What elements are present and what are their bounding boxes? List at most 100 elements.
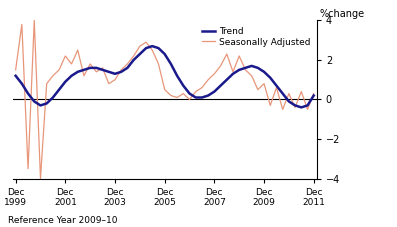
Seasonally Adjusted bbox=[32, 19, 37, 22]
Trend bbox=[268, 76, 273, 79]
Trend bbox=[125, 67, 130, 69]
Seasonally Adjusted bbox=[262, 82, 266, 85]
Trend bbox=[32, 100, 37, 103]
Trend bbox=[249, 64, 254, 67]
Seasonally Adjusted bbox=[305, 108, 310, 111]
Seasonally Adjusted bbox=[119, 69, 123, 71]
Trend bbox=[26, 92, 31, 95]
Seasonally Adjusted bbox=[88, 63, 93, 65]
Seasonally Adjusted bbox=[231, 70, 235, 73]
Seasonally Adjusted bbox=[137, 45, 142, 47]
Seasonally Adjusted bbox=[187, 98, 192, 101]
Trend bbox=[231, 72, 235, 75]
Seasonally Adjusted bbox=[268, 104, 273, 107]
Trend bbox=[299, 106, 304, 109]
Trend bbox=[131, 59, 136, 61]
Seasonally Adjusted bbox=[224, 53, 229, 55]
Trend bbox=[187, 92, 192, 95]
Seasonally Adjusted bbox=[156, 63, 161, 65]
Seasonally Adjusted bbox=[206, 78, 210, 81]
Seasonally Adjusted bbox=[44, 82, 49, 85]
Seasonally Adjusted bbox=[243, 69, 248, 71]
Trend bbox=[243, 67, 248, 69]
Seasonally Adjusted bbox=[131, 55, 136, 57]
Trend bbox=[255, 67, 260, 69]
Seasonally Adjusted bbox=[94, 70, 99, 73]
Seasonally Adjusted bbox=[181, 92, 186, 95]
Seasonally Adjusted bbox=[63, 55, 68, 57]
Seasonally Adjusted bbox=[13, 69, 18, 71]
Seasonally Adjusted bbox=[274, 86, 279, 89]
Seasonally Adjusted bbox=[200, 86, 204, 89]
Trend bbox=[57, 88, 62, 91]
Trend bbox=[293, 104, 297, 107]
Seasonally Adjusted bbox=[38, 177, 43, 180]
Line: Trend: Trend bbox=[15, 46, 314, 107]
Trend bbox=[44, 102, 49, 105]
Seasonally Adjusted bbox=[175, 96, 179, 99]
Seasonally Adjusted bbox=[311, 92, 316, 95]
Line: Seasonally Adjusted: Seasonally Adjusted bbox=[15, 20, 314, 178]
Seasonally Adjusted bbox=[100, 67, 105, 69]
Trend bbox=[137, 53, 142, 55]
Trend bbox=[305, 104, 310, 107]
Trend bbox=[38, 104, 43, 107]
Trend bbox=[150, 45, 155, 47]
Seasonally Adjusted bbox=[144, 41, 148, 44]
Seasonally Adjusted bbox=[212, 72, 217, 75]
Seasonally Adjusted bbox=[113, 78, 118, 81]
Trend bbox=[50, 96, 55, 99]
Trend bbox=[237, 69, 242, 71]
Trend bbox=[175, 74, 179, 77]
Trend bbox=[19, 82, 24, 85]
Trend bbox=[69, 74, 74, 77]
Seasonally Adjusted bbox=[150, 49, 155, 52]
Seasonally Adjusted bbox=[125, 63, 130, 65]
Trend bbox=[119, 70, 123, 73]
Seasonally Adjusted bbox=[75, 49, 80, 52]
Text: %change: %change bbox=[320, 9, 365, 19]
Text: Reference Year 2009–10: Reference Year 2009–10 bbox=[8, 216, 118, 225]
Trend bbox=[206, 94, 210, 97]
Trend bbox=[168, 63, 173, 65]
Trend bbox=[193, 96, 198, 99]
Trend bbox=[13, 74, 18, 77]
Trend bbox=[212, 90, 217, 93]
Seasonally Adjusted bbox=[57, 69, 62, 71]
Seasonally Adjusted bbox=[218, 64, 223, 67]
Trend bbox=[63, 80, 68, 83]
Trend bbox=[262, 70, 266, 73]
Seasonally Adjusted bbox=[69, 63, 74, 65]
Trend bbox=[287, 100, 291, 103]
Trend bbox=[224, 78, 229, 81]
Seasonally Adjusted bbox=[249, 74, 254, 77]
Seasonally Adjusted bbox=[19, 23, 24, 26]
Trend bbox=[181, 84, 186, 87]
Trend bbox=[75, 70, 80, 73]
Seasonally Adjusted bbox=[193, 90, 198, 93]
Seasonally Adjusted bbox=[293, 106, 297, 109]
Seasonally Adjusted bbox=[299, 90, 304, 93]
Trend bbox=[156, 47, 161, 49]
Seasonally Adjusted bbox=[280, 108, 285, 111]
Seasonally Adjusted bbox=[255, 88, 260, 91]
Trend bbox=[144, 47, 148, 49]
Seasonally Adjusted bbox=[106, 82, 111, 85]
Trend bbox=[88, 67, 93, 69]
Seasonally Adjusted bbox=[237, 55, 242, 57]
Seasonally Adjusted bbox=[287, 92, 291, 95]
Trend bbox=[218, 84, 223, 87]
Trend bbox=[100, 69, 105, 71]
Trend bbox=[81, 69, 86, 71]
Trend bbox=[162, 53, 167, 55]
Trend bbox=[113, 72, 118, 75]
Seasonally Adjusted bbox=[26, 167, 31, 170]
Trend bbox=[311, 94, 316, 97]
Trend bbox=[200, 96, 204, 99]
Trend bbox=[274, 84, 279, 87]
Legend: Trend, Seasonally Adjusted: Trend, Seasonally Adjusted bbox=[200, 25, 312, 48]
Trend bbox=[280, 92, 285, 95]
Trend bbox=[106, 70, 111, 73]
Trend bbox=[94, 67, 99, 69]
Seasonally Adjusted bbox=[168, 94, 173, 97]
